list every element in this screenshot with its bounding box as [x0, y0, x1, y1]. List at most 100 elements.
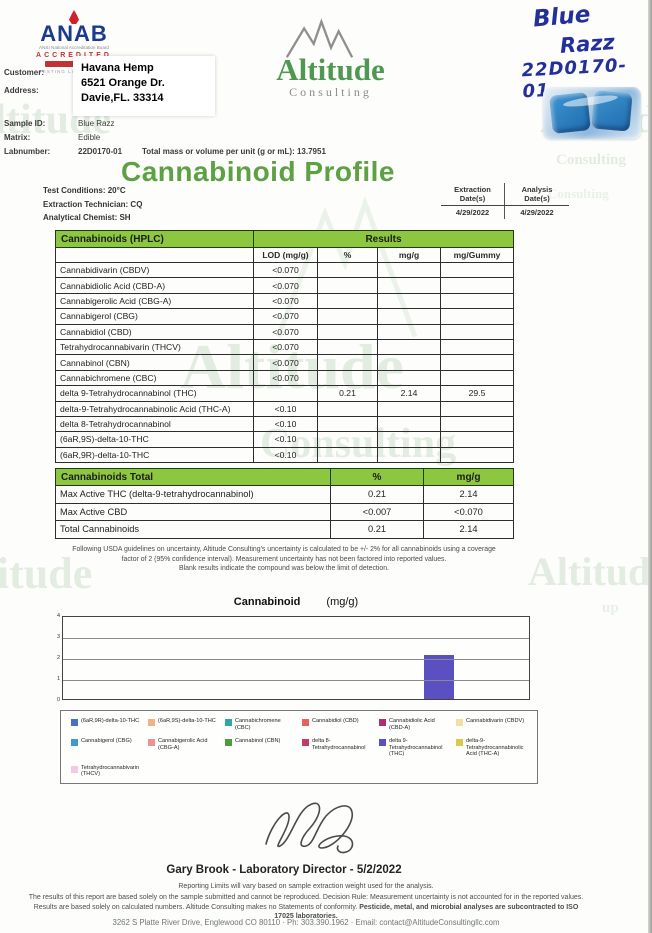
result-value — [317, 261, 378, 279]
result-value: <0.070 — [253, 323, 318, 340]
matrix-value: Edible — [78, 133, 101, 142]
anab-board-text: ANSI National Accreditation Board — [39, 45, 109, 50]
result-value — [317, 446, 378, 464]
sample-id-value: Blue Razz — [78, 119, 115, 128]
legend-item: Cannabigerol (CBG) — [71, 738, 142, 758]
bar-slot — [135, 617, 171, 699]
total-mgg: 2.14 — [423, 520, 514, 539]
legend-item: Cannabidivarin (CBDV) — [456, 718, 527, 731]
result-value — [377, 354, 441, 371]
table-row: Cannabigerol (CBG) <0.070 — [55, 308, 514, 325]
totals-column-header: mg/g — [423, 468, 514, 486]
table-row: Cannabichromene (CBC) <0.070 — [55, 369, 514, 387]
bar-slot — [99, 617, 135, 699]
result-value — [377, 415, 441, 433]
legend-label: delta 8-Tetrahydrocannabinol — [312, 738, 366, 751]
condition-chemist: Analytical Chemist: SH — [43, 213, 131, 222]
bar-slot — [386, 617, 422, 699]
legend-swatch — [379, 719, 386, 726]
analyte-name: Cannabigerolic Acid (CBG-A) — [55, 292, 254, 310]
altitude-logo-sub: Consulting — [289, 85, 372, 99]
gridline — [63, 680, 529, 681]
table-row: Total Cannabinoids 0.21 2.14 — [55, 520, 514, 539]
gridline — [63, 659, 529, 660]
watermark-text: up — [602, 600, 619, 616]
result-value: 2.14 — [377, 385, 441, 402]
legend-swatch — [71, 719, 78, 726]
table-row: Tetrahydrocannabivarin (THCV) <0.070 — [55, 338, 514, 356]
bar-slot — [171, 617, 207, 699]
total-name: Total Cannabinoids — [55, 520, 331, 539]
result-value — [377, 431, 441, 448]
result-value — [317, 369, 378, 387]
extraction-date-value: 4/29/2022 — [441, 206, 505, 219]
result-value: 0.21 — [317, 385, 378, 402]
labnumber-label: Labnumber: — [4, 147, 51, 156]
address-label: Address: — [4, 86, 39, 95]
sample-photo-gummies — [543, 87, 641, 139]
table-row: Cannabidivarin (CBDV) <0.070 — [55, 261, 514, 279]
condition-technician: Extraction Technician: CQ — [43, 199, 143, 209]
anab-flame-icon — [69, 10, 79, 24]
analyte-name: (6aR,9R)-delta-10-THC — [55, 446, 254, 464]
legend-item: delta 8-Tetrahydrocannabinol — [302, 738, 373, 758]
result-value — [440, 292, 514, 310]
legend-item: delta 9-Tetrahydrocannabinol (THC) — [379, 738, 450, 758]
legend-swatch — [225, 739, 232, 746]
analyte-name: Tetrahydrocannabivarin (THCV) — [55, 338, 254, 356]
result-value — [440, 308, 514, 325]
result-value — [377, 292, 441, 310]
customer-address-line1: 6521 Orange Dr. — [81, 77, 165, 89]
legend-swatch — [302, 739, 309, 746]
result-value — [377, 308, 441, 325]
legend-item: Tetrahydrocannabivarin (THCV) — [71, 765, 142, 778]
result-value — [440, 369, 514, 387]
legend-label: Cannabichromene (CBC) — [235, 718, 281, 731]
table-row: (6aR,9R)-delta-10-THC <0.10 — [55, 446, 514, 464]
legend-swatch — [379, 739, 386, 746]
legend-swatch — [148, 719, 155, 726]
total-pct: 0.21 — [330, 520, 424, 539]
analyte-name: Cannabidiol (CBD) — [55, 323, 254, 340]
totals-section-title: Cannabinoids Total — [55, 468, 331, 486]
y-axis-tick: 1 — [56, 676, 60, 682]
dates-block: Extraction Date(s) Analysis Date(s) 4/29/2… — [441, 183, 569, 219]
customer-name: Havana Hemp — [81, 62, 154, 74]
result-value — [253, 385, 318, 402]
table-row: Max Active CBD <0.007 <0.070 — [55, 502, 514, 522]
result-value — [440, 431, 514, 448]
legend-label: (6aR,9S)-delta-10-THC — [158, 718, 216, 724]
result-value: <0.070 — [253, 292, 318, 310]
bar-slot — [63, 617, 99, 699]
result-value — [440, 415, 514, 433]
altitude-logo-name: Altitude — [276, 52, 385, 87]
y-axis-tick: 3 — [56, 634, 60, 640]
analyte-name: delta 9-Tetrahydrocannabinol (THC) — [55, 385, 254, 402]
analyte-name: Cannabinol (CBN) — [55, 354, 254, 371]
analysis-date-value: 4/29/2022 — [520, 208, 554, 217]
test-conditions: Test Conditions: 20°C Extraction Technic… — [43, 184, 142, 225]
handwritten-line2: Razz — [559, 30, 616, 58]
bar-slot — [493, 617, 529, 699]
column-header: LOD (mg/g) — [253, 247, 318, 263]
result-value: <0.070 — [253, 369, 318, 387]
analyte-name: Cannabidivarin (CBDV) — [55, 261, 254, 279]
result-value — [317, 308, 378, 325]
chart-title: Cannabinoid (mg/g) — [233, 596, 359, 608]
chart-unit-label: (mg/g) — [326, 596, 359, 608]
legend-item: Cannabichromene (CBC) — [225, 718, 296, 731]
analyte-name: Cannabichromene (CBC) — [55, 369, 254, 387]
condition-temp: Test Conditions: 20°C — [43, 186, 126, 195]
footer-disclaimer: The results of this report are based sol… — [28, 894, 584, 921]
result-value — [317, 338, 378, 356]
bar-slot — [350, 617, 386, 699]
analysis-date-header: Analysis Date(s) — [521, 185, 553, 203]
analyte-name: Cannabidiolic Acid (CBD-A) — [55, 277, 254, 294]
gridline — [63, 638, 529, 639]
result-value: 29.5 — [440, 385, 514, 402]
result-value: <0.10 — [253, 400, 318, 417]
legend-label: Cannabidivarin (CBDV) — [466, 718, 525, 724]
total-mass-text: Total mass or volume per unit (g or mL):… — [142, 147, 326, 156]
chart-legend: (6aR,9R)-delta-10-THC (6aR,9S)-delta-10-T… — [60, 710, 538, 784]
